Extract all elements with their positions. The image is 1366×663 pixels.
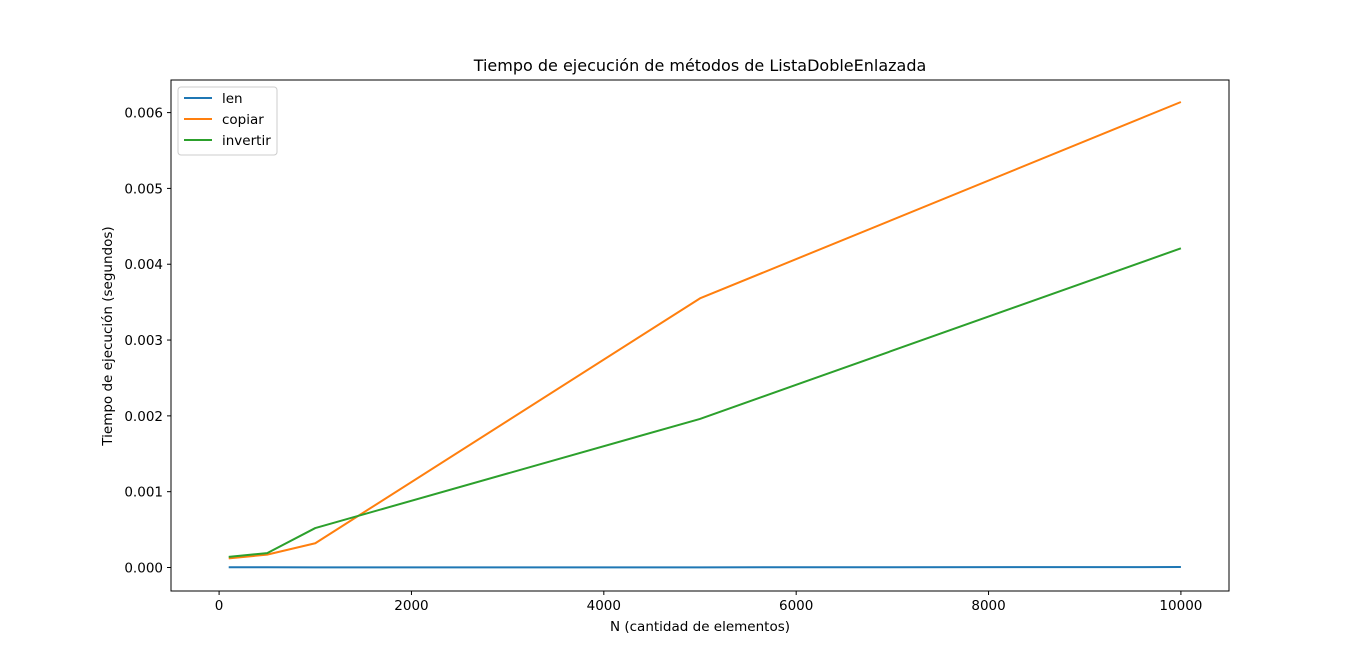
y-tick-label: 0.001: [124, 485, 163, 501]
legend: len copiar invertir: [177, 86, 278, 156]
chart-title: Tiempo de ejecución de métodos de ListaD…: [473, 56, 927, 75]
legend-label-invertir: invertir: [222, 133, 271, 149]
x-axis-ticks: 0 2000 4000 6000 8000 10000: [215, 591, 1202, 614]
x-tick-label: 2000: [394, 598, 428, 614]
plot-area-frame: [170, 79, 1230, 592]
series-line-copiar: [228, 101, 1182, 560]
x-tick-label: 8000: [971, 598, 1005, 614]
legend-box: [177, 86, 278, 156]
series-layer: [228, 101, 1182, 569]
x-tick-label: 4000: [587, 598, 621, 614]
y-tick-label: 0.006: [124, 106, 163, 122]
y-tick-label: 0.002: [124, 409, 163, 425]
y-axis-label: Tiempo de ejecución (segundos): [100, 226, 116, 446]
y-tick-label: 0.004: [124, 257, 163, 273]
y-tick-label: 0.003: [124, 333, 163, 349]
legend-label-copiar: copiar: [222, 112, 264, 128]
x-axis-label: N (cantidad de elementos): [610, 619, 790, 635]
y-tick-label: 0.005: [124, 181, 163, 197]
x-tick-label: 0: [215, 598, 224, 614]
y-axis-ticks: 0.000 0.001 0.002 0.003 0.004 0.005 0.006: [124, 106, 171, 576]
x-tick-label: 6000: [779, 598, 813, 614]
y-tick-label: 0.000: [124, 560, 163, 576]
series-line-invertir: [228, 247, 1182, 558]
x-tick-label: 10000: [1159, 598, 1202, 614]
legend-label-len: len: [222, 91, 243, 107]
